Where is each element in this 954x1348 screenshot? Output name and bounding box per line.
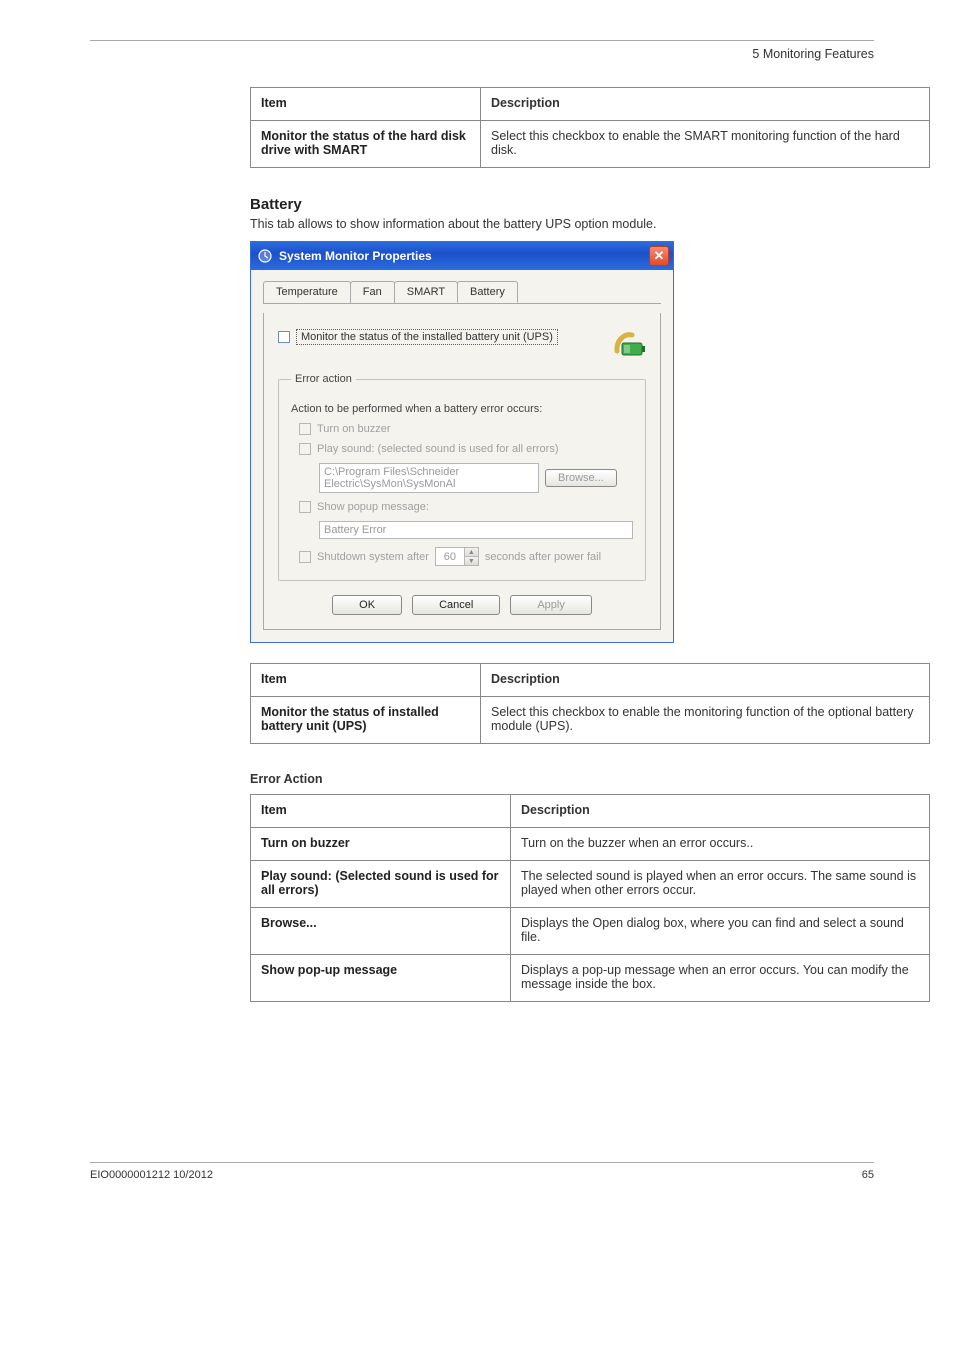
table-header-right: Description	[511, 795, 930, 828]
table-cell-right: Displays a pop-up message when an error …	[511, 955, 930, 1002]
table-cell-left: Monitor the status of installed battery …	[251, 697, 481, 744]
table-cell-right: Displays the Open dialog box, where you …	[511, 908, 930, 955]
spinner-down-icon[interactable]: ▼	[464, 557, 478, 565]
show-popup-label: Show popup message:	[317, 501, 429, 513]
shutdown-label-post: seconds after power fail	[485, 551, 601, 563]
close-icon[interactable]: ✕	[649, 246, 669, 266]
footer-doc-id: EIO0000001212 10/2012	[90, 1169, 213, 1181]
table-cell-right: The selected sound is played when an err…	[511, 861, 930, 908]
battery-tab-panel: Monitor the status of the installed batt…	[263, 313, 661, 630]
table-header-left: Item	[251, 664, 481, 697]
page-header-category: 5 Monitoring Features	[90, 47, 874, 61]
show-popup-checkbox[interactable]	[299, 501, 311, 513]
cancel-button[interactable]: Cancel	[412, 595, 500, 615]
shutdown-seconds-spinner[interactable]: ▲ ▼	[435, 547, 479, 566]
table-cell-left: Play sound: (Selected sound is used for …	[251, 861, 511, 908]
battery-icon	[612, 329, 646, 363]
shutdown-seconds-input[interactable]	[436, 548, 464, 565]
action-description: Action to be performed when a battery er…	[291, 403, 633, 415]
sound-path-field[interactable]: C:\Program Files\Schneider Electric\SysM…	[319, 463, 539, 493]
footer-page-number: 65	[862, 1169, 874, 1181]
play-sound-checkbox[interactable]	[299, 443, 311, 455]
table-cell-left: Browse...	[251, 908, 511, 955]
table-cell-right: Select this checkbox to enable the SMART…	[481, 121, 930, 168]
shutdown-checkbox[interactable]	[299, 551, 311, 563]
table-header-left: Item	[251, 795, 511, 828]
table-row: Monitor the status of installed battery …	[251, 697, 930, 744]
smart-table: Item Description Monitor the status of t…	[250, 87, 930, 168]
error-action-group: Error action Action to be performed when…	[278, 373, 646, 581]
error-action-legend: Error action	[291, 373, 356, 385]
table-row: Turn on buzzer Turn on the buzzer when a…	[251, 828, 930, 861]
battery-section-desc: This tab allows to show information abou…	[250, 217, 874, 231]
table-cell-left: Show pop-up message	[251, 955, 511, 1002]
tab-battery[interactable]: Battery	[457, 281, 518, 303]
shutdown-label-pre: Shutdown system after	[317, 551, 429, 563]
table-header-right: Description	[481, 88, 930, 121]
tab-smart[interactable]: SMART	[394, 281, 458, 303]
play-sound-label: Play sound: (selected sound is used for …	[317, 443, 559, 455]
table-cell-left: Turn on buzzer	[251, 828, 511, 861]
monitor-battery-checkbox[interactable]	[278, 331, 290, 343]
table-row: Item Description	[251, 88, 930, 121]
tab-temperature[interactable]: Temperature	[263, 281, 351, 303]
table-row: Browse... Displays the Open dialog box, …	[251, 908, 930, 955]
app-icon	[257, 248, 273, 264]
table-row: Monitor the status of the hard disk driv…	[251, 121, 930, 168]
table-row: Item Description	[251, 795, 930, 828]
turn-on-buzzer-checkbox[interactable]	[299, 423, 311, 435]
apply-button[interactable]: Apply	[510, 595, 592, 615]
spinner-up-icon[interactable]: ▲	[464, 548, 478, 557]
battery-section-title: Battery	[250, 196, 874, 213]
browse-button[interactable]: Browse...	[545, 469, 617, 487]
dialog-title: System Monitor Properties	[279, 249, 649, 263]
system-monitor-properties-dialog: System Monitor Properties ✕ Temperature …	[250, 241, 674, 643]
dialog-titlebar: System Monitor Properties ✕	[251, 242, 673, 270]
table-cell-right: Turn on the buzzer when an error occurs.…	[511, 828, 930, 861]
table-row: Play sound: (Selected sound is used for …	[251, 861, 930, 908]
error-action-heading: Error Action	[250, 772, 874, 786]
table-header-right: Description	[481, 664, 930, 697]
table-row: Show pop-up message Displays a pop-up me…	[251, 955, 930, 1002]
error-action-table: Item Description Turn on buzzer Turn on …	[250, 794, 930, 1002]
turn-on-buzzer-label: Turn on buzzer	[317, 423, 391, 435]
tab-strip: Temperature Fan SMART Battery	[263, 281, 661, 304]
monitor-battery-label: Monitor the status of the installed batt…	[296, 329, 558, 345]
table-cell-left: Monitor the status of the hard disk driv…	[251, 121, 481, 168]
popup-message-field[interactable]: Battery Error	[319, 521, 633, 539]
table-header-left: Item	[251, 88, 481, 121]
ok-button[interactable]: OK	[332, 595, 402, 615]
tab-fan[interactable]: Fan	[350, 281, 395, 303]
table-cell-right: Select this checkbox to enable the monit…	[481, 697, 930, 744]
table-row: Item Description	[251, 664, 930, 697]
battery-monitor-table: Item Description Monitor the status of i…	[250, 663, 930, 744]
